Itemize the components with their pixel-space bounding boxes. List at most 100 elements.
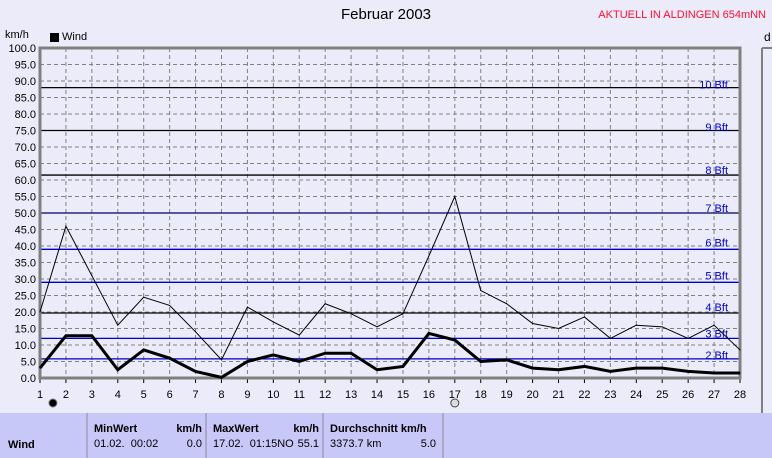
data-point (298, 361, 300, 362)
x-tick-label: 22 (578, 389, 590, 401)
x-tick-label: 9 (244, 389, 250, 401)
full-moon-icon (450, 398, 460, 408)
row-label: Wind (8, 439, 35, 451)
data-point (739, 349, 741, 351)
data-point (583, 316, 585, 318)
x-tick-label: 7 (192, 389, 198, 401)
data-point (635, 367, 637, 369)
min-time: 01.02. 00:02 (94, 438, 159, 450)
x-tick-label: 6 (167, 389, 173, 401)
y-tick-label: 100.0 (8, 43, 36, 55)
data-point (39, 311, 41, 313)
data-point (661, 326, 663, 328)
data-point (428, 332, 430, 334)
data-point (169, 357, 171, 359)
x-tick-label: 16 (423, 389, 435, 401)
y-tick-label: 75.0 (15, 126, 36, 138)
x-tick-label: 8 (218, 389, 224, 401)
beaufort-label: 6 Bft (705, 238, 728, 250)
y-tick-label: 45.0 (15, 225, 36, 237)
data-point (350, 352, 352, 354)
data-point (454, 339, 456, 341)
data-point (143, 296, 145, 298)
beaufort-label: 4 Bft (705, 302, 728, 314)
data-point (532, 323, 534, 325)
data-point (558, 328, 560, 329)
x-tick-label: 2 (63, 389, 69, 401)
data-point (324, 352, 326, 354)
min-header: MinWert (94, 423, 138, 435)
data-point (65, 225, 67, 227)
y-tick-label: 85.0 (15, 93, 36, 105)
data-point (402, 313, 404, 315)
data-point (65, 335, 67, 337)
x-tick-label: 28 (734, 389, 746, 401)
data-point (376, 326, 378, 328)
min-cell: MinWert km/h 01.02. 00:02 0.0 (86, 413, 208, 458)
avg-value: 5.0 (420, 438, 436, 450)
x-tick-label: 12 (319, 389, 331, 401)
y-tick-label: 30.0 (15, 274, 36, 286)
y-tick-label: 60.0 (15, 175, 36, 187)
data-point (687, 337, 689, 339)
chart-title: Februar 2003 (340, 6, 432, 23)
y-tick-label: 65.0 (15, 159, 36, 171)
y-tick-label: 90.0 (15, 76, 36, 88)
series-line-wind-avg (38, 331, 740, 379)
data-point (454, 196, 456, 197)
data-point (713, 372, 715, 374)
max-value: 55.1 (297, 438, 319, 450)
data-point (480, 290, 482, 292)
legend-swatch (50, 32, 59, 42)
max-header: MaxWert (213, 423, 259, 435)
x-tick-label: 21 (552, 389, 564, 401)
legend: Wind (50, 31, 87, 43)
avg-distance: 3373.7 km (330, 438, 382, 450)
data-point (480, 361, 482, 362)
data-point (506, 359, 508, 361)
x-tick-label: 26 (682, 389, 694, 401)
beaufort-label: 10 Bft (699, 79, 728, 91)
data-point (324, 303, 326, 305)
data-point (298, 334, 300, 336)
data-point (195, 370, 197, 372)
stats-table: Wind MinWert km/h 01.02. 00:02 0.0 MaxWe… (0, 413, 772, 458)
data-point (376, 369, 378, 371)
x-tick-label: 24 (630, 389, 642, 401)
x-tick-label: 15 (397, 389, 409, 401)
data-point (246, 306, 248, 308)
max-time: 17.02. 01:15NO (213, 438, 294, 450)
x-tick-label: 3 (89, 389, 95, 401)
beaufort-label: 5 Bft (705, 271, 728, 283)
data-point (91, 335, 93, 337)
y-axis-label: km/h (5, 29, 29, 41)
avg-header: Durchschnitt km/h (330, 423, 427, 435)
data-point (532, 367, 534, 369)
data-point (713, 324, 715, 326)
y-tick-label: 40.0 (15, 241, 36, 253)
y-tick-label: 25.0 (15, 291, 36, 303)
y-tick-label: 95.0 (15, 60, 36, 72)
wind-chart: 0.0 5.0 10.0 15.0 20.0 25.0 30.0 35.0 40.0 45.0 50… (8, 43, 772, 413)
x-tick-label: 5 (141, 389, 147, 401)
x-tick-label: 19 (501, 389, 513, 401)
data-point (609, 370, 611, 372)
plot-frame (38, 46, 742, 380)
x-tick-label: 13 (345, 389, 357, 401)
x-tick-label: 18 (475, 389, 487, 401)
legend-label: Wind (62, 31, 88, 43)
y-tick-label: 10.0 (15, 340, 36, 352)
data-point (272, 354, 274, 356)
y-tick-label: 70.0 (15, 142, 36, 154)
x-tick-label: 23 (604, 389, 616, 401)
data-point (402, 365, 404, 367)
y-tick-label: 5.0 (21, 357, 36, 369)
x-tick-label: 11 (294, 389, 305, 401)
x-tick-label: 14 (371, 389, 383, 401)
beaufort-label: 9 Bft (705, 122, 728, 134)
x-tick-label: 10 (267, 389, 279, 401)
avg-cell: Durchschnitt km/h 3373.7 km 5.0 (322, 413, 444, 458)
data-point (350, 313, 352, 315)
data-point (428, 255, 430, 257)
data-point (169, 304, 171, 306)
